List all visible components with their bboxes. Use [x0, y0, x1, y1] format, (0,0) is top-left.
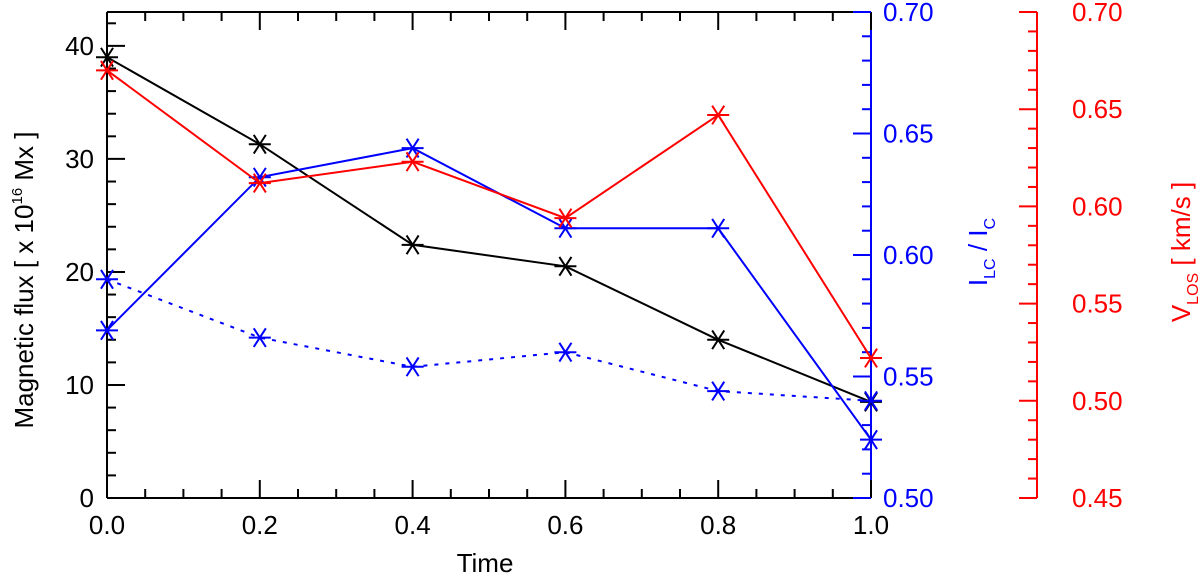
- data-point-vlos: [248, 173, 271, 193]
- left-axis-title-main: Magnetic flux [ x 10: [9, 205, 39, 429]
- blue-axis-title-i1: I: [963, 279, 993, 286]
- blue-tick-label: 0.70: [883, 0, 934, 27]
- series-flux: [96, 47, 882, 412]
- data-point-intensity: [96, 320, 118, 341]
- left-axis-title-end: Mx ]: [9, 131, 39, 187]
- data-point-intensity: [860, 429, 882, 450]
- red-axis-title: VLOS [ km/s ]: [1166, 182, 1200, 322]
- series-vlos: [96, 60, 882, 368]
- data-point-intensity-dotted: [707, 381, 730, 401]
- red-axis-title-sub: LOS: [1185, 273, 1200, 305]
- x-tick-label: 0.2: [242, 510, 278, 540]
- red-axis-title-unit: [ km/s ]: [1166, 182, 1196, 273]
- left-tick-label: 10: [65, 370, 94, 400]
- series-intensity: [96, 138, 882, 450]
- data-point-intensity: [554, 218, 577, 239]
- x-tick-label: 1.0: [853, 510, 889, 540]
- plot-frame-layer: 0.0 0.2 0.4 0.6 0.8 1.0 0 10 20 30 40 0.50 0.55 0.60 0…: [65, 0, 1123, 540]
- data-point-intensity-dotted: [401, 356, 424, 377]
- data-point-intensity-dotted: [860, 390, 882, 411]
- left-tick-label: 20: [65, 257, 94, 287]
- left-axis-title-sup: 16: [9, 188, 26, 205]
- x-tick-label: 0.0: [89, 510, 125, 540]
- left-tick-label: 0: [80, 483, 94, 513]
- blue-axis-title-sub1: LC: [982, 258, 999, 278]
- blue-axis-title-slash: /: [963, 237, 993, 259]
- blue-axis-title: ILC / IC: [963, 218, 999, 286]
- blue-tick-label: 0.65: [883, 119, 934, 149]
- data-point-vlos: [96, 60, 118, 81]
- data-point-flux: [401, 234, 424, 255]
- left-tick-label: 40: [65, 31, 94, 61]
- data-point-flux: [248, 134, 271, 155]
- red-tick-label: 0.50: [1072, 386, 1123, 416]
- blue-axis-title-sub2: C: [982, 218, 999, 230]
- data-point-intensity-dotted: [248, 327, 271, 348]
- series-line-flux: [106, 56, 872, 403]
- x-tick-label: 0.8: [700, 510, 736, 540]
- red-tick-label: 0.60: [1072, 191, 1123, 221]
- blue-tick-label: 0.60: [883, 240, 934, 270]
- data-point-vlos: [860, 348, 882, 368]
- left-axis-title: Magnetic flux [ x 1016 Mx ]: [9, 131, 39, 428]
- blue-tick-label: 0.50: [883, 483, 934, 513]
- data-point-intensity-dotted: [96, 269, 118, 290]
- blue-tick-label: 0.55: [883, 362, 934, 392]
- data-point-intensity: [707, 218, 730, 239]
- data-point-intensity-dotted: [554, 342, 577, 363]
- data-point-intensity: [401, 138, 424, 158]
- series-line-vlos: [106, 69, 872, 359]
- x-tick-label: 0.4: [395, 510, 431, 540]
- left-tick-label: 30: [65, 144, 94, 174]
- red-tick-label: 0.70: [1072, 0, 1123, 27]
- x-axis-title: Time: [457, 548, 514, 577]
- series-line-intensity-dotted: [106, 278, 872, 402]
- red-axis-title-v: V: [1166, 304, 1196, 322]
- data-point-vlos: [401, 151, 424, 172]
- data-point-flux: [707, 329, 730, 350]
- x-tick-label: 0.6: [547, 510, 583, 540]
- data-point-vlos: [707, 105, 730, 125]
- data-point-vlos: [554, 208, 577, 228]
- blue-axis-title-i2: I: [963, 229, 993, 236]
- series-intensity-dotted: [96, 269, 882, 411]
- red-tick-label: 0.65: [1072, 94, 1123, 124]
- data-point-flux: [554, 256, 577, 277]
- red-tick-label: 0.45: [1072, 483, 1123, 513]
- red-tick-label: 0.55: [1072, 289, 1123, 319]
- series-line-intensity: [106, 147, 872, 441]
- series-layer: [96, 47, 882, 450]
